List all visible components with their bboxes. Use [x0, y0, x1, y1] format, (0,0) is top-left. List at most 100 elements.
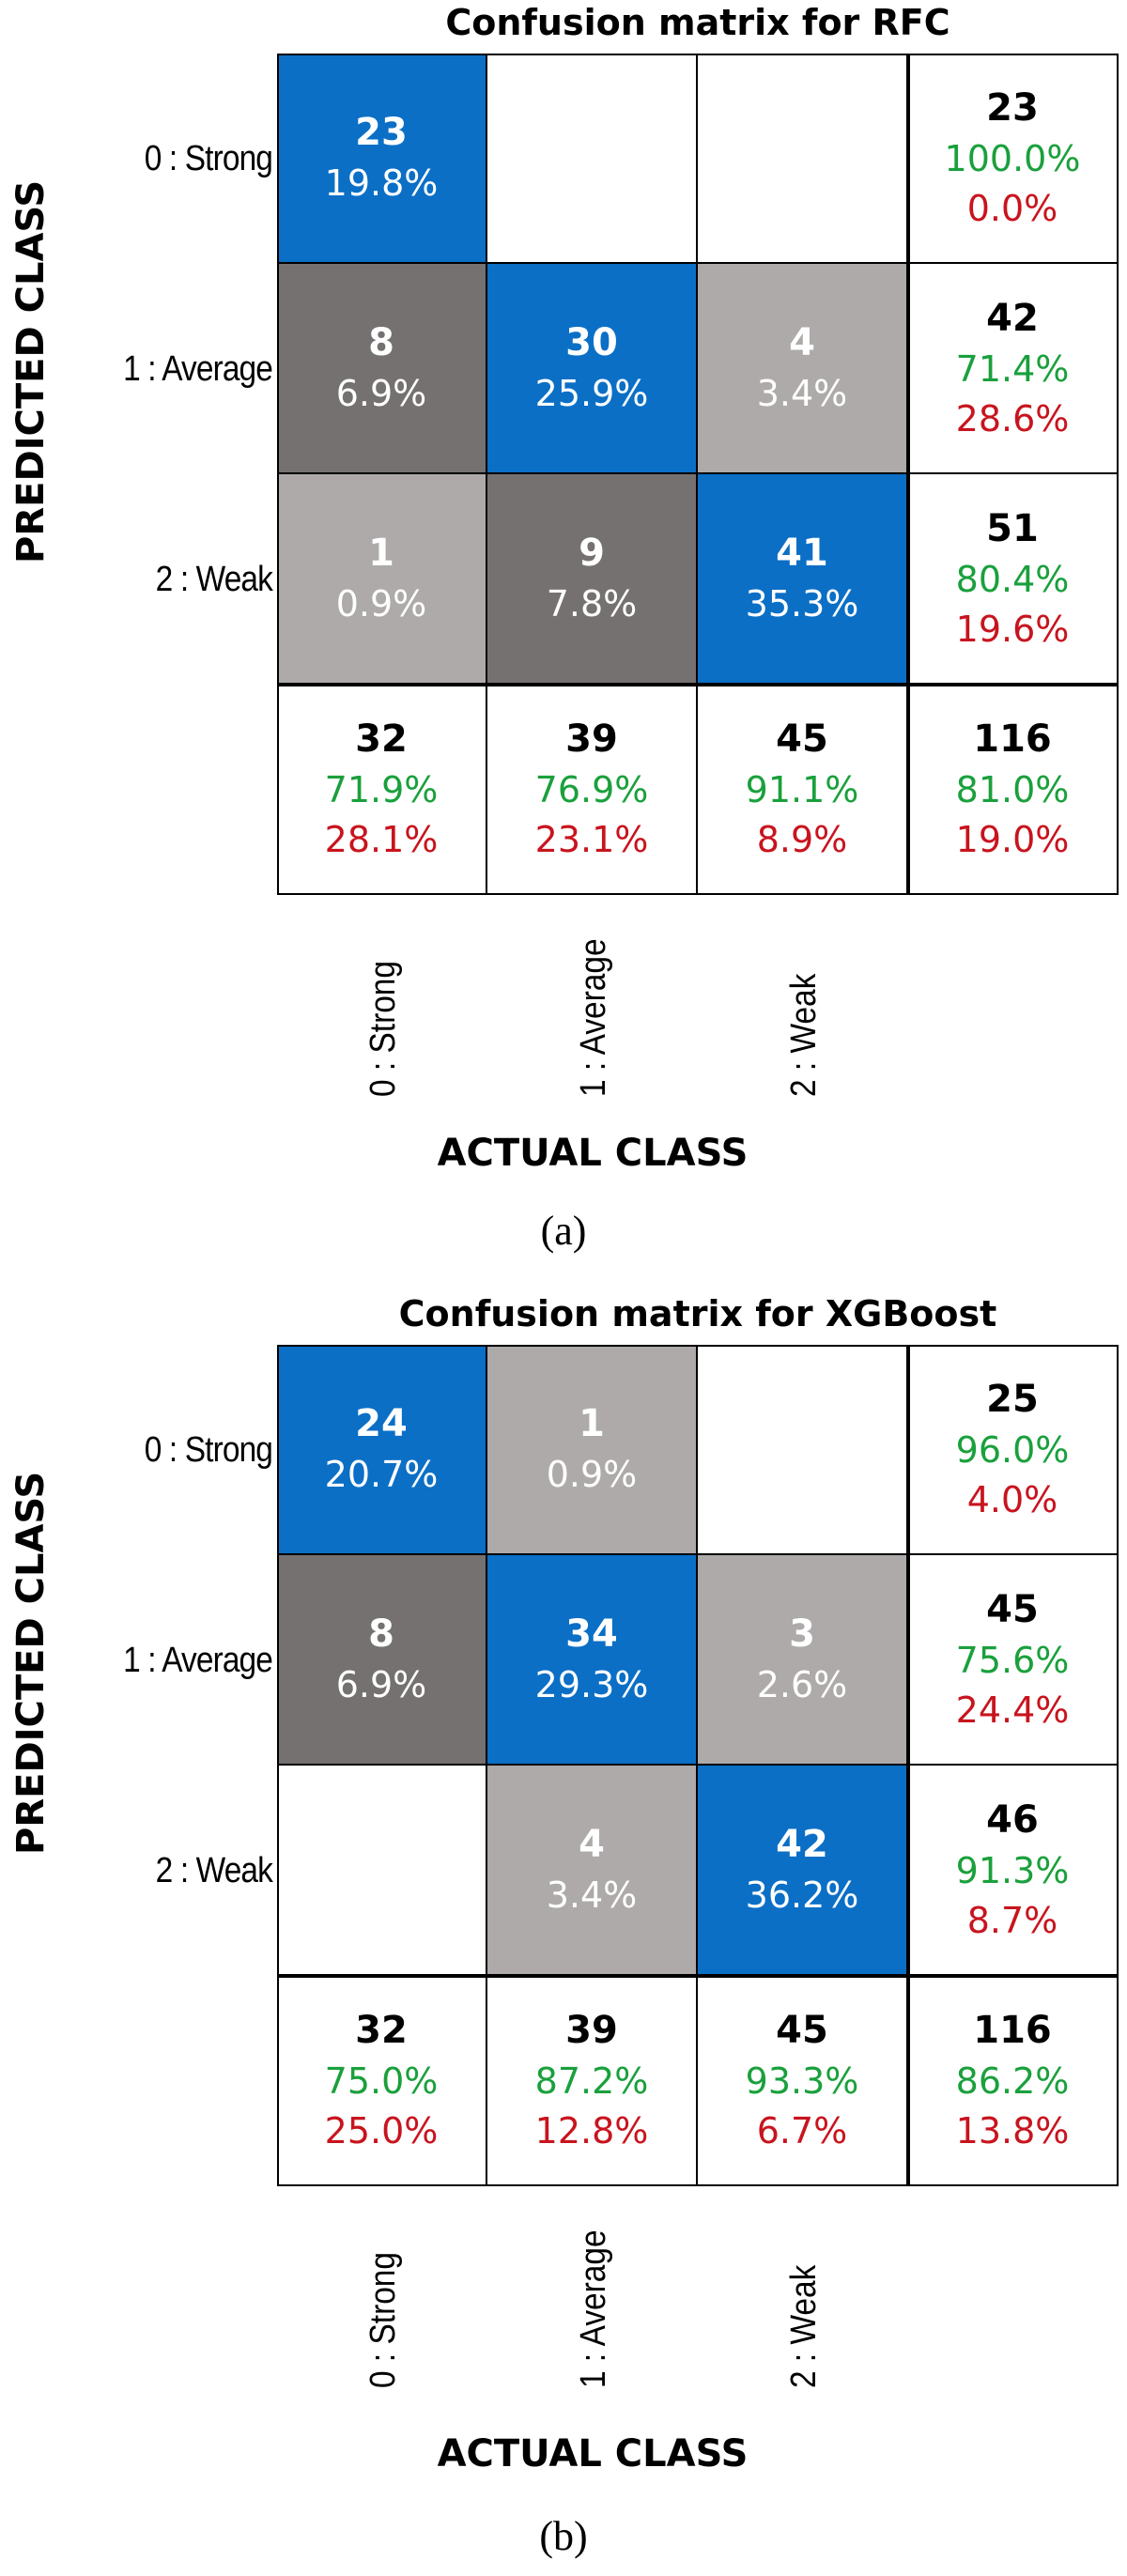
summary-correct-percent: 91.1%	[745, 768, 859, 810]
cell-percent: 6.9%	[335, 1664, 427, 1706]
row-summary-cell: 45 75.6% 24.4%	[908, 1555, 1119, 1766]
cell-count: 30	[565, 321, 618, 365]
cell-count: 24	[355, 1402, 408, 1446]
summary-count: 45	[776, 717, 828, 761]
matrix-cell: 9 7.8%	[487, 474, 698, 685]
summary-error-percent: 19.6%	[955, 609, 1070, 650]
summary-correct-percent: 96.0%	[955, 1428, 1070, 1471]
column-summary-cell: 45 91.1% 8.9%	[698, 685, 908, 895]
confusion-matrix-grid: 24 20.7% 1 0.9% 25 96.0% 4.0% 8 6.9% 34 29.3% 3 2.6%…	[277, 1345, 1119, 2186]
cell-percent: 0.9%	[546, 1454, 638, 1496]
matrix-cell	[487, 54, 698, 264]
summary-count: 32	[355, 717, 408, 761]
cell-count: 23	[355, 111, 408, 155]
summary-count: 116	[973, 717, 1052, 761]
summary-error-percent: 19.0%	[955, 819, 1070, 860]
col-label-strong: 0 : Strong	[363, 961, 403, 1097]
cell-percent: 3.4%	[756, 373, 848, 415]
confusion-matrix-xgboost-panel: Confusion matrix for XGBoost PREDICTED C…	[0, 1291, 1127, 2576]
matrix-cell: 41 35.3%	[698, 474, 908, 685]
x-axis-label: ACTUAL CLASS	[437, 2432, 749, 2476]
row-summary-cell: 25 96.0% 4.0%	[908, 1345, 1119, 1555]
summary-count: 39	[565, 2008, 618, 2052]
summary-count: 39	[565, 717, 618, 761]
matrix-cell: 30 25.9%	[487, 264, 698, 474]
cell-count: 8	[368, 321, 394, 365]
cell-percent: 20.7%	[324, 1454, 439, 1496]
cell-percent: 35.3%	[745, 583, 859, 625]
summary-error-percent: 6.7%	[756, 2110, 848, 2152]
summary-correct-percent: 71.9%	[324, 768, 439, 810]
matrix-cell	[277, 1766, 487, 1976]
summary-count: 45	[986, 1587, 1039, 1631]
x-axis-label: ACTUAL CLASS	[437, 1132, 749, 1175]
summary-separator-horizontal	[277, 1974, 1119, 1978]
matrix-cell: 1 0.9%	[487, 1345, 698, 1555]
summary-error-percent: 28.1%	[324, 819, 439, 860]
summary-count: 42	[986, 296, 1039, 340]
y-axis-label: PREDICTED CLASS	[9, 179, 53, 563]
confusion-matrix-rfc-panel: Confusion matrix for RFC PREDICTED CLASS…	[0, 0, 1127, 1258]
matrix-cell: 4 3.4%	[698, 264, 908, 474]
matrix-cell: 8 6.9%	[277, 1555, 487, 1766]
cell-count: 34	[565, 1612, 618, 1657]
summary-error-percent: 0.0%	[966, 188, 1058, 229]
col-label-weak: 2 : Weak	[784, 973, 824, 1097]
matrix-cell: 3 2.6%	[698, 1555, 908, 1766]
summary-correct-percent: 100.0%	[944, 137, 1081, 179]
summary-count: 46	[986, 1797, 1039, 1842]
column-summary-cell: 32 71.9% 28.1%	[277, 685, 487, 895]
matrix-cell: 23 19.8%	[277, 54, 487, 264]
cell-percent: 0.9%	[335, 583, 427, 625]
cell-percent: 19.8%	[324, 162, 439, 205]
summary-error-percent: 12.8%	[534, 2110, 649, 2152]
row-label-average: 1 : Average	[123, 349, 273, 389]
summary-correct-percent: 75.0%	[324, 2059, 439, 2102]
row-label-weak: 2 : Weak	[155, 1851, 273, 1890]
cell-count: 1	[579, 1402, 605, 1446]
summary-correct-percent: 76.9%	[534, 768, 649, 810]
cell-count: 1	[368, 532, 394, 576]
summary-correct-percent: 71.4%	[955, 347, 1070, 390]
row-summary-cell: 23 100.0% 0.0%	[908, 54, 1119, 264]
column-summary-cell: 39 76.9% 23.1%	[487, 685, 698, 895]
row-label-average: 1 : Average	[123, 1641, 273, 1680]
summary-separator-vertical	[906, 54, 910, 895]
cell-count: 3	[789, 1612, 815, 1657]
row-label-strong: 0 : Strong	[144, 1430, 273, 1470]
cell-percent: 29.3%	[534, 1664, 649, 1706]
summary-count: 23	[986, 85, 1039, 130]
col-label-average: 1 : Average	[574, 938, 613, 1097]
summary-error-percent: 23.1%	[534, 819, 649, 860]
summary-separator-vertical	[906, 1345, 910, 2186]
summary-error-percent: 4.0%	[966, 1479, 1058, 1520]
summary-count: 32	[355, 2008, 408, 2052]
matrix-cell: 1 0.9%	[277, 474, 487, 685]
summary-count: 116	[973, 2008, 1052, 2052]
matrix-cell: 4 3.4%	[487, 1766, 698, 1976]
cell-count: 4	[579, 1823, 605, 1867]
summary-correct-percent: 86.2%	[955, 2059, 1070, 2102]
cell-count: 4	[789, 321, 815, 365]
matrix-cell	[698, 1345, 908, 1555]
cell-percent: 7.8%	[546, 583, 638, 625]
summary-correct-percent: 87.2%	[534, 2059, 649, 2102]
cell-count: 9	[579, 532, 605, 576]
y-axis-label: PREDICTED CLASS	[9, 1471, 53, 1855]
row-summary-cell: 46 91.3% 8.7%	[908, 1766, 1119, 1976]
matrix-cell: 24 20.7%	[277, 1345, 487, 1555]
chart-title: Confusion matrix for RFC	[445, 2, 950, 43]
summary-error-percent: 28.6%	[955, 398, 1070, 440]
summary-separator-horizontal	[277, 683, 1119, 686]
matrix-cell	[698, 54, 908, 264]
total-summary-cell: 116 86.2% 13.8%	[908, 1976, 1119, 2186]
summary-error-percent: 25.0%	[324, 2110, 439, 2152]
matrix-cell: 8 6.9%	[277, 264, 487, 474]
col-label-strong: 0 : Strong	[363, 2252, 403, 2388]
cell-count: 42	[776, 1823, 828, 1867]
cell-percent: 3.4%	[546, 1874, 638, 1917]
summary-correct-percent: 81.0%	[955, 768, 1070, 810]
summary-correct-percent: 91.3%	[955, 1849, 1070, 1891]
cell-percent: 25.9%	[534, 373, 649, 415]
cell-percent: 36.2%	[745, 1874, 859, 1917]
